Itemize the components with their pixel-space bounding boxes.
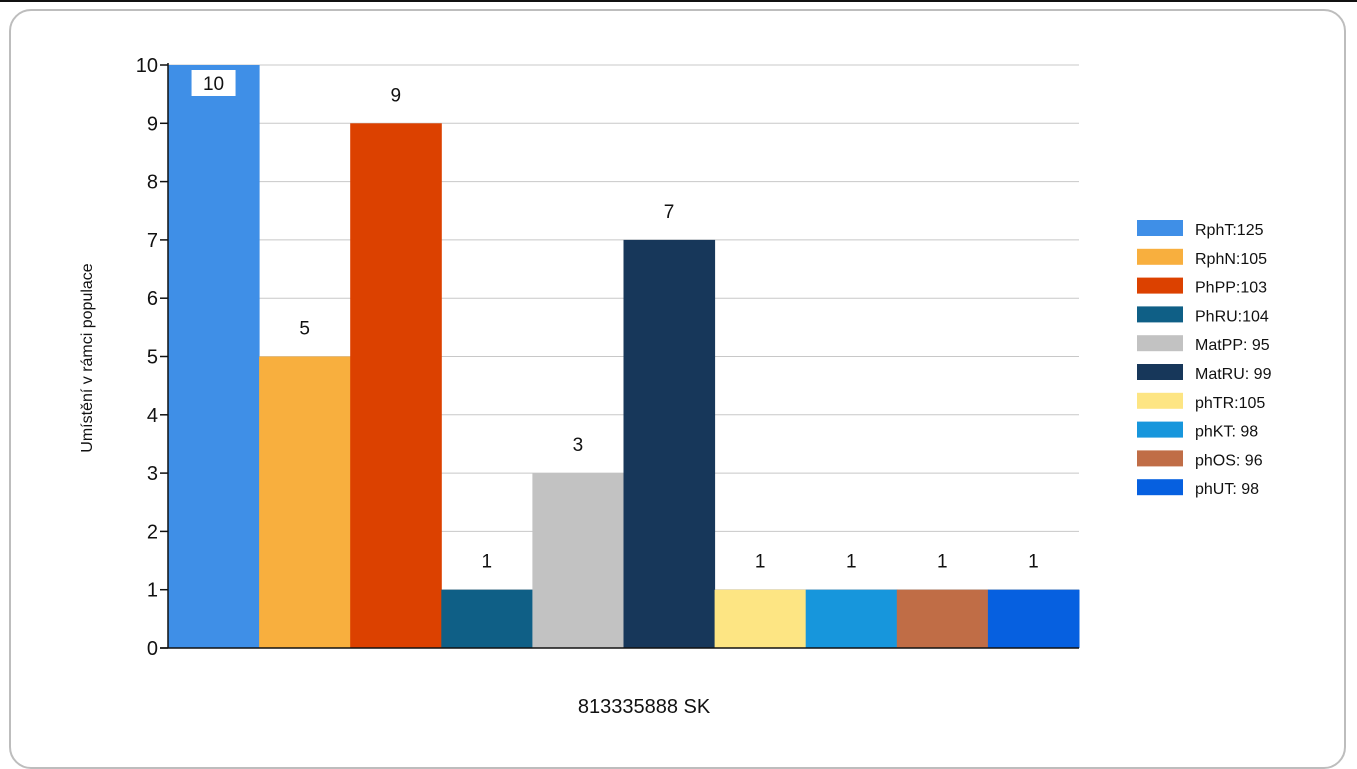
- y-tick-label: 7: [147, 230, 158, 252]
- y-tick-label: 1: [147, 580, 158, 602]
- data-label: 5: [299, 319, 310, 340]
- legend-swatch: [1137, 248, 1183, 265]
- legend-swatch: [1137, 277, 1183, 294]
- legend-label: phOS: 96: [1195, 452, 1263, 469]
- y-tick-label: 6: [147, 288, 158, 310]
- y-tick-label: 2: [147, 521, 158, 543]
- y-tick-label: 4: [147, 405, 158, 427]
- y-tick-label: 3: [147, 463, 158, 485]
- legend-swatch: [1137, 450, 1183, 467]
- legend-label: phKT: 98: [1195, 424, 1258, 441]
- data-label: 3: [573, 435, 584, 456]
- data-label: 10: [203, 74, 224, 95]
- legend-label: PhPP:103: [1195, 280, 1267, 297]
- bar: [441, 589, 533, 648]
- bar: [805, 589, 898, 648]
- data-label: 7: [664, 202, 675, 223]
- legend: RphT:125 RphN:105 PhPP:103 PhRU:104 MatPP: 9…: [1128, 215, 1330, 498]
- y-tick-label: 9: [147, 113, 158, 135]
- legend-swatch: [1137, 392, 1183, 409]
- y-tick-label: 5: [147, 347, 158, 369]
- legend-label: phUT: 98: [1195, 481, 1259, 498]
- legend-label: MatPP: 95: [1195, 337, 1270, 354]
- axes: [160, 63, 1079, 649]
- window-top-border: [0, 0, 1357, 2]
- bar: [350, 123, 442, 649]
- legend-swatch: [1137, 335, 1183, 352]
- x-axis-title: 813335888 SK: [578, 696, 711, 718]
- y-tick-label: 0: [147, 638, 158, 660]
- legend-swatch: [1137, 364, 1183, 380]
- data-label: 1: [755, 552, 766, 573]
- legend-label: RphN:105: [1195, 251, 1267, 268]
- legend-swatch: [1137, 479, 1183, 496]
- y-tick-label: 8: [147, 172, 158, 194]
- legend-swatch: [1137, 306, 1183, 323]
- data-label: 1: [482, 552, 493, 573]
- data-label: 1: [846, 552, 857, 573]
- bar: [714, 589, 807, 648]
- bar: [532, 473, 624, 648]
- bar: [168, 65, 260, 648]
- data-label: 9: [390, 85, 401, 106]
- legend-label: RphT:125: [1195, 222, 1264, 239]
- legend-swatch: [1137, 421, 1183, 438]
- data-label: 1: [937, 552, 948, 573]
- data-label-background: [191, 70, 236, 96]
- y-tick-label: 10: [136, 55, 158, 77]
- legend-label: MatRU: 99: [1195, 366, 1272, 383]
- bar: [623, 239, 716, 648]
- y-axis-title: Umístění v rámci populace: [79, 263, 96, 453]
- bar: [987, 589, 1080, 648]
- legend-label: phTR:105: [1195, 395, 1265, 412]
- legend-label: PhRU:104: [1195, 308, 1269, 325]
- bars: [168, 65, 1080, 649]
- y-tick-labels: 0 1 2 3 4 5 6 7 8 9 10: [136, 55, 158, 660]
- bar: [896, 589, 989, 648]
- legend-swatch: [1137, 220, 1183, 236]
- data-label: 1: [1028, 552, 1039, 573]
- bar: [259, 356, 351, 648]
